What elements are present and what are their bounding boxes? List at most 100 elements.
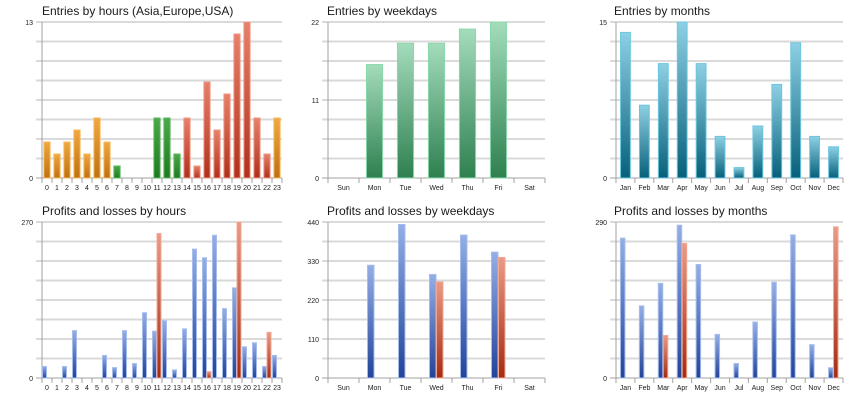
bar <box>365 64 384 179</box>
x-tick-label: Wed <box>429 185 443 192</box>
bar <box>828 146 839 179</box>
x-tick-label: 9 <box>135 385 139 392</box>
y-tick-label: 440 <box>307 220 319 227</box>
bar-usa <box>203 81 211 179</box>
x-tick-label: Sun <box>337 185 350 192</box>
bar-profits <box>152 330 157 379</box>
bar <box>657 63 669 179</box>
y-tick-label: 0 <box>603 376 607 383</box>
x-tick-label: 16 <box>203 385 211 392</box>
y-tick-label: 270 <box>21 220 33 227</box>
x-tick-label: Feb <box>638 185 650 192</box>
x-tick-label: Tue <box>400 385 412 392</box>
bar-profits <box>132 363 137 379</box>
bar-usa <box>213 129 221 179</box>
y-tick-label: 330 <box>307 259 319 266</box>
x-tick-label: Mar <box>657 385 670 392</box>
bar <box>489 21 508 179</box>
bar-losses <box>681 243 688 379</box>
x-tick-label: 4 <box>85 185 89 192</box>
bar-profits <box>828 367 834 379</box>
x-tick-label: Jun <box>714 385 725 392</box>
x-tick-label: 2 <box>65 185 69 192</box>
x-tick-label: Apr <box>677 185 689 192</box>
bar-usa <box>223 93 231 179</box>
chart-pl-weekdays: 0 110 220 330 440 Sun Mon Tue Wed Thu Fri Sat <box>307 220 546 392</box>
x-tick-label: 15 <box>193 385 201 392</box>
bar-profits <box>222 308 227 379</box>
bar-profits <box>172 369 177 379</box>
bar-asia <box>73 129 81 179</box>
bar-profits <box>714 333 721 379</box>
x-tick-label: Tue <box>400 185 412 192</box>
x-tick-label: 21 <box>253 385 261 392</box>
x-tick-label: Nov <box>808 385 821 392</box>
x-tick-label: 16 <box>203 185 211 192</box>
x-tick-label: 17 <box>213 385 221 392</box>
bar-profits <box>752 321 758 379</box>
bar-profits <box>398 223 406 379</box>
x-tick-label: Jan <box>620 185 631 192</box>
bar-profits <box>272 354 277 379</box>
bar-asia <box>273 117 281 179</box>
bar-profits <box>619 237 626 379</box>
bar-losses <box>833 226 839 379</box>
bar <box>458 28 477 179</box>
bar-profits <box>771 281 777 379</box>
bar-profits <box>367 264 375 379</box>
x-tick-label: Oct <box>790 385 801 392</box>
x-tick-label: 20 <box>243 185 251 192</box>
bar-profits <box>809 344 815 379</box>
x-tick-label: 10 <box>143 185 151 192</box>
y-tick-label: 0 <box>315 376 319 383</box>
bar-profits <box>122 330 127 379</box>
x-tick-label: Sep <box>771 385 784 392</box>
x-tick-label: 3 <box>75 385 79 392</box>
x-tick-label: 19 <box>233 185 241 192</box>
bar <box>733 167 745 179</box>
bar-profits <box>252 342 257 379</box>
bar-profits <box>638 305 645 379</box>
bar-profits <box>142 312 147 379</box>
x-tick-label: 14 <box>183 385 191 392</box>
bar-profits <box>112 367 117 379</box>
x-tick-label: Nov <box>808 185 821 192</box>
y-tick-label: 15 <box>599 20 607 27</box>
bar-profits <box>790 234 796 379</box>
bar <box>620 31 631 179</box>
x-tick-label: 10 <box>143 385 151 392</box>
bar-usa <box>263 153 271 179</box>
x-tick-label: Jul <box>734 385 743 392</box>
x-tick-label: Thu <box>461 385 473 392</box>
x-tick-label: 5 <box>95 185 99 192</box>
x-tick-label: Jul <box>734 185 743 192</box>
bar-profits <box>102 354 107 379</box>
bar-profits <box>202 257 207 379</box>
x-tick-label: May <box>695 185 709 192</box>
bar <box>676 21 688 179</box>
bar-losses <box>206 371 212 379</box>
x-tick-label: 4 <box>85 385 89 392</box>
x-tick-label: 23 <box>273 185 281 192</box>
bar-losses <box>662 335 669 379</box>
bar-profits <box>262 365 267 379</box>
bar-europe <box>153 117 161 179</box>
x-tick-label: 13 <box>173 385 181 392</box>
x-tick-label: Sun <box>337 385 350 392</box>
x-tick-label: Oct <box>790 185 801 192</box>
bar <box>790 42 802 179</box>
x-tick-label: Aug <box>752 385 765 392</box>
chart-title: Profits and losses by months <box>614 204 768 218</box>
y-tick-label: 290 <box>595 220 607 227</box>
x-tick-label: 5 <box>95 385 99 392</box>
bar-profits <box>212 234 217 379</box>
chart-entries-months: 0 15 Jan Feb Mar Apr May Jun Jul Aug Sep Oct Nov Dec <box>599 20 844 192</box>
x-tick-label: May <box>695 385 709 392</box>
chart-title: Entries by months <box>614 4 711 18</box>
x-tick-label: 14 <box>183 185 191 192</box>
bar <box>638 104 650 179</box>
x-tick-label: Dec <box>827 185 840 192</box>
x-tick-label: Wed <box>429 385 443 392</box>
x-tick-label: 9 <box>135 185 139 192</box>
